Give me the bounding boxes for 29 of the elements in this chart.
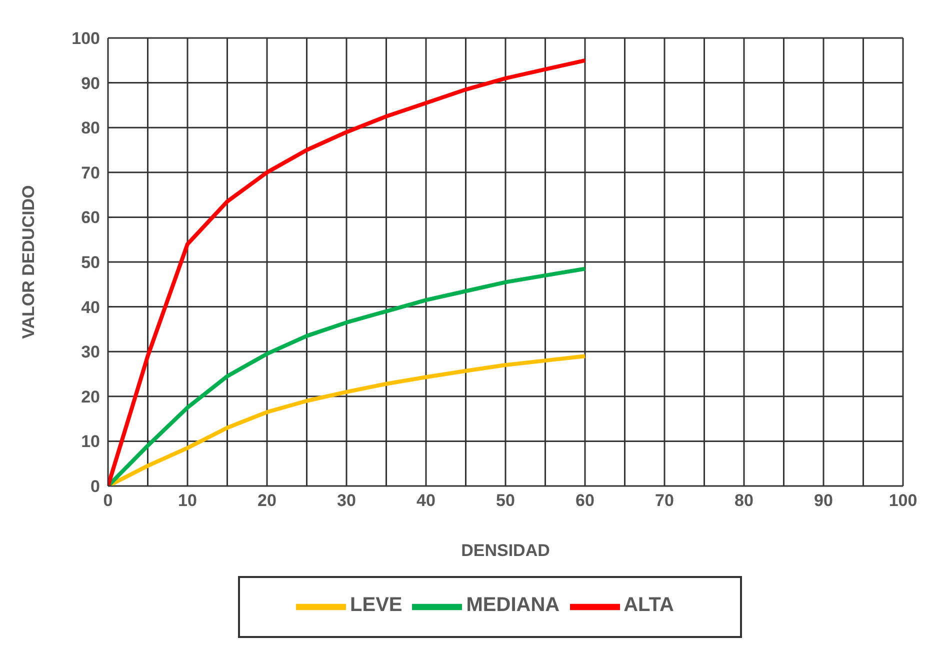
y-axis-title: VALOR DEDUCIDO [19,185,38,339]
x-tick-label: 10 [178,491,197,510]
y-tick-label: 100 [72,29,100,48]
y-tick-label: 50 [81,253,100,272]
y-tick-label: 10 [81,432,100,452]
x-tick-label: 80 [734,491,754,510]
y-tick-label: 0 [90,477,100,496]
y-tick-label: 70 [81,163,100,182]
y-tick-label: 90 [81,74,100,93]
y-tick-label: 60 [81,208,100,228]
legend-label: MEDIANA [466,594,560,616]
x-tick-label: 0 [103,491,113,510]
y-tick-label: 30 [81,342,100,362]
x-tick-label: 90 [814,491,833,510]
legend-label: LEVE [350,594,402,616]
x-tick-label: 70 [655,491,674,510]
y-tick-label: 40 [81,298,100,317]
x-tick-label: 100 [888,491,918,510]
line-series [108,58,587,486]
x-tick-label: 60 [576,491,594,510]
y-tick-label: 80 [81,118,100,138]
legend-label: ALTA [624,594,674,616]
x-axis-title: DENSIDAD [461,541,550,560]
x-tick-label: 40 [416,491,436,510]
x-tick-label: 50 [496,491,515,510]
y-tick-label: 20 [81,387,100,406]
x-tick-label: 30 [337,491,356,510]
x-tick-label: 20 [258,491,276,510]
line-series [108,266,587,486]
